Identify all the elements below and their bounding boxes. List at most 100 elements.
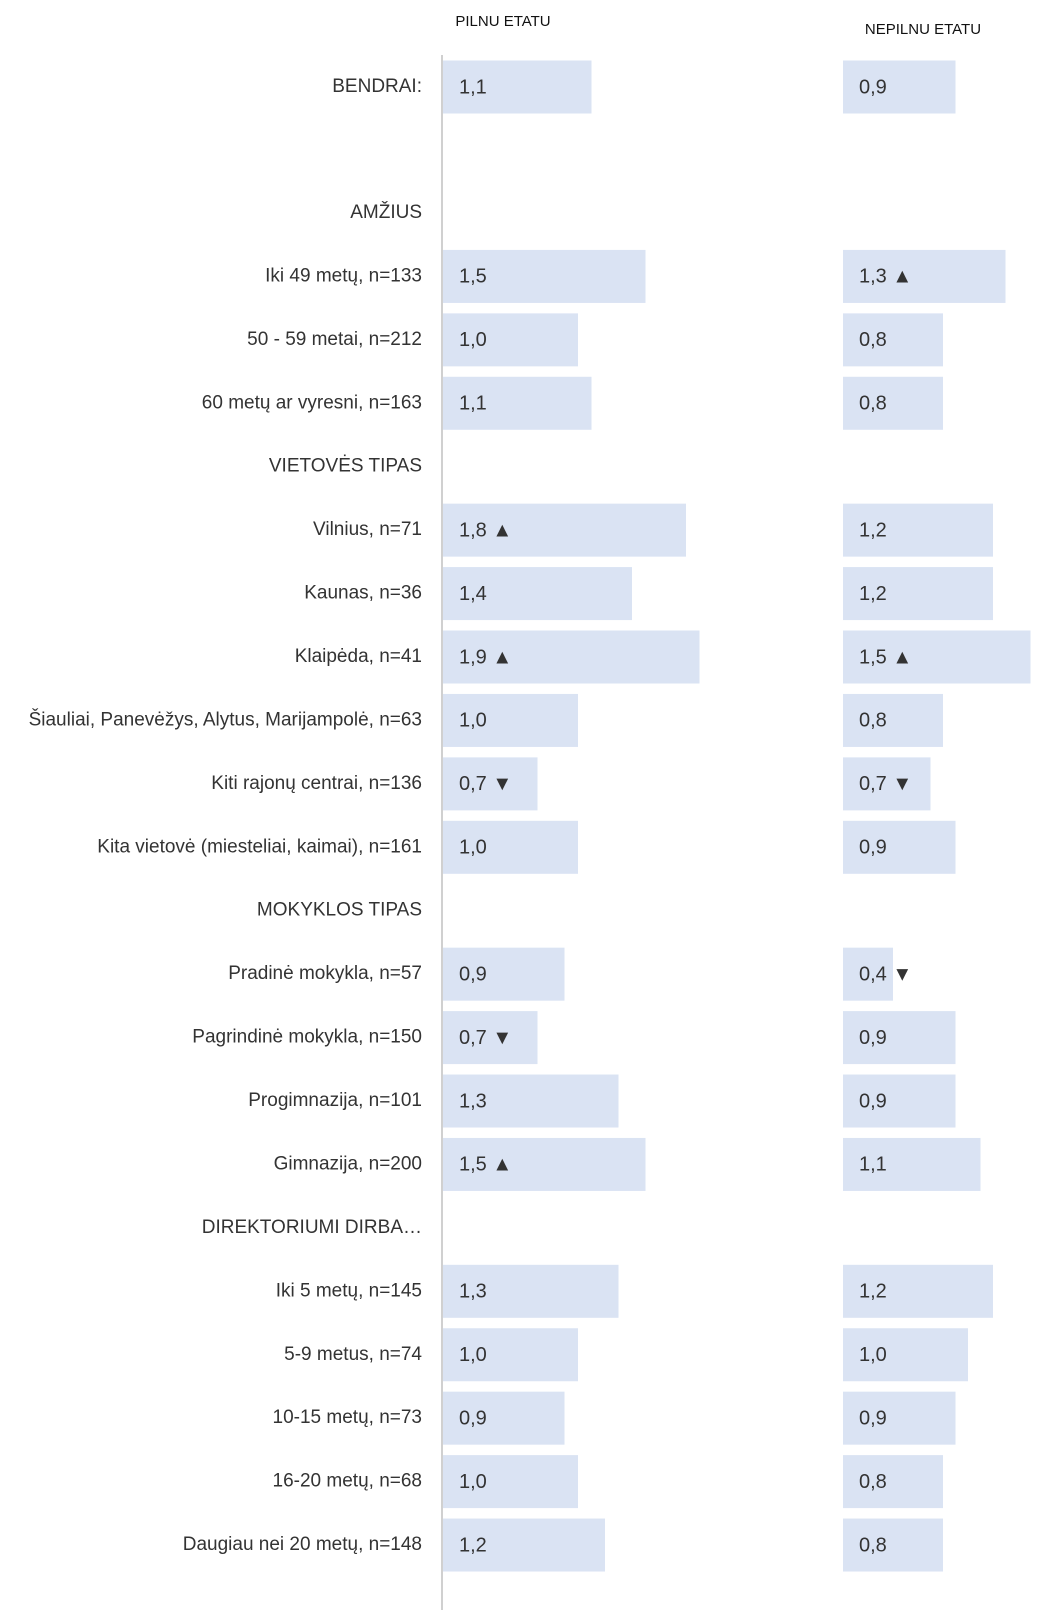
category-label: 60 metų ar vyresni, n=163 (202, 392, 422, 413)
bar (843, 313, 943, 367)
value-label: 0,9 (459, 963, 487, 985)
value-label: 0,7 ▼ (459, 1027, 512, 1049)
value-label: 1,5 ▲ (859, 646, 912, 668)
bar (843, 567, 993, 621)
bar (843, 820, 956, 874)
value-label: 0,9 (859, 1090, 887, 1112)
bar (843, 630, 1031, 684)
value-label: 0,9 (859, 1407, 887, 1429)
value-label: 1,3 (459, 1281, 487, 1303)
bar (843, 1074, 956, 1128)
category-label: 5-9 metus, n=74 (284, 1344, 422, 1365)
bar (443, 503, 686, 557)
value-label: 1,1 (859, 1154, 887, 1176)
value-label: 0,8 (859, 1471, 887, 1493)
value-label: 0,9 (859, 837, 887, 859)
value-label: 1,1 (459, 393, 487, 415)
bar (843, 376, 943, 430)
bar (843, 757, 931, 811)
bar (443, 630, 700, 684)
category-label: 10-15 metų, n=73 (273, 1407, 422, 1428)
bar (843, 1011, 956, 1065)
value-label: 0,8 (859, 393, 887, 415)
bar (843, 249, 1006, 303)
bar (443, 249, 646, 303)
bar (443, 693, 578, 747)
value-label: 1,2 (859, 519, 887, 541)
value-label: 1,2 (859, 583, 887, 605)
value-label: 1,3 (459, 1090, 487, 1112)
category-label: BENDRAI: (332, 76, 422, 97)
bar (443, 1391, 565, 1445)
category-label: VIETOVĖS TIPAS (269, 456, 422, 477)
value-label: 1,0 (459, 710, 487, 732)
bar (843, 1455, 943, 1509)
bar (843, 1264, 993, 1318)
value-label: 0,9 (859, 76, 887, 98)
bar (843, 1137, 981, 1191)
bar (443, 820, 578, 874)
bar (843, 693, 943, 747)
bar (443, 1137, 646, 1191)
value-label: 1,5 (459, 266, 487, 288)
category-label: 50 - 59 metai, n=212 (247, 329, 422, 350)
value-label: 0,4 ▼ (859, 963, 912, 985)
category-label: DIREKTORIUMI DIRBA… (202, 1217, 422, 1238)
category-label: Kita vietovė (miesteliai, kaimai), n=161 (97, 836, 422, 857)
bar (443, 757, 538, 811)
series-header: NEPILNU ETATU (865, 21, 981, 38)
category-label: Šiauliai, Panevėžys, Alytus, Marijampolė… (29, 708, 422, 730)
bar (443, 376, 592, 430)
value-label: 1,8 ▲ (459, 519, 512, 541)
bar (443, 313, 578, 367)
value-label: 0,7 ▼ (459, 773, 512, 795)
value-label: 1,0 (459, 1344, 487, 1366)
value-label: 1,0 (459, 837, 487, 859)
category-label: Kiti rajonų centrai, n=136 (211, 773, 422, 794)
value-label: 0,9 (459, 1407, 487, 1429)
value-label: 1,0 (459, 1471, 487, 1493)
value-label: 1,4 (459, 583, 487, 605)
value-label: 0,8 (859, 710, 887, 732)
bar (843, 60, 956, 114)
category-label: Gimnazija, n=200 (274, 1153, 422, 1174)
category-label: MOKYKLOS TIPAS (257, 900, 422, 921)
category-label: Daugiau nei 20 metų, n=148 (183, 1534, 422, 1555)
value-label: 1,2 (459, 1534, 487, 1556)
bar (443, 567, 632, 621)
bar (843, 1391, 956, 1445)
bar (443, 1328, 578, 1382)
bar (443, 1518, 605, 1572)
category-label: Iki 5 metų, n=145 (276, 1280, 422, 1301)
value-label: 1,9 ▲ (459, 646, 512, 668)
bar (843, 503, 993, 557)
bar (443, 1264, 619, 1318)
value-label: 1,0 (459, 329, 487, 351)
bar (443, 1011, 538, 1065)
category-label: AMŽIUS (350, 201, 422, 223)
value-label: 0,8 (859, 1534, 887, 1556)
value-label: 0,7 ▼ (859, 773, 912, 795)
value-label: 1,3 ▲ (859, 266, 912, 288)
value-label: 1,1 (459, 76, 487, 98)
category-label: Kaunas, n=36 (304, 583, 422, 604)
category-label: Klaipėda, n=41 (295, 646, 422, 667)
category-label: Vilnius, n=71 (313, 519, 422, 540)
category-label: Progimnazija, n=101 (248, 1090, 422, 1111)
category-label: 16-20 metų, n=68 (273, 1471, 422, 1492)
bar (443, 1455, 578, 1509)
bar (843, 1518, 943, 1572)
bar (843, 1328, 968, 1382)
bar (443, 1074, 619, 1128)
value-label: 0,8 (859, 329, 887, 351)
value-label: 1,0 (859, 1344, 887, 1366)
category-label: Pagrindinė mokykla, n=150 (192, 1027, 422, 1048)
bar (443, 947, 565, 1001)
series-header: PILNU ETATU (455, 13, 550, 30)
category-label: Iki 49 metų, n=133 (265, 265, 422, 286)
category-label: Pradinė mokykla, n=57 (228, 963, 422, 984)
bar (443, 60, 592, 114)
value-label: 0,9 (859, 1027, 887, 1049)
bar (843, 947, 893, 1001)
